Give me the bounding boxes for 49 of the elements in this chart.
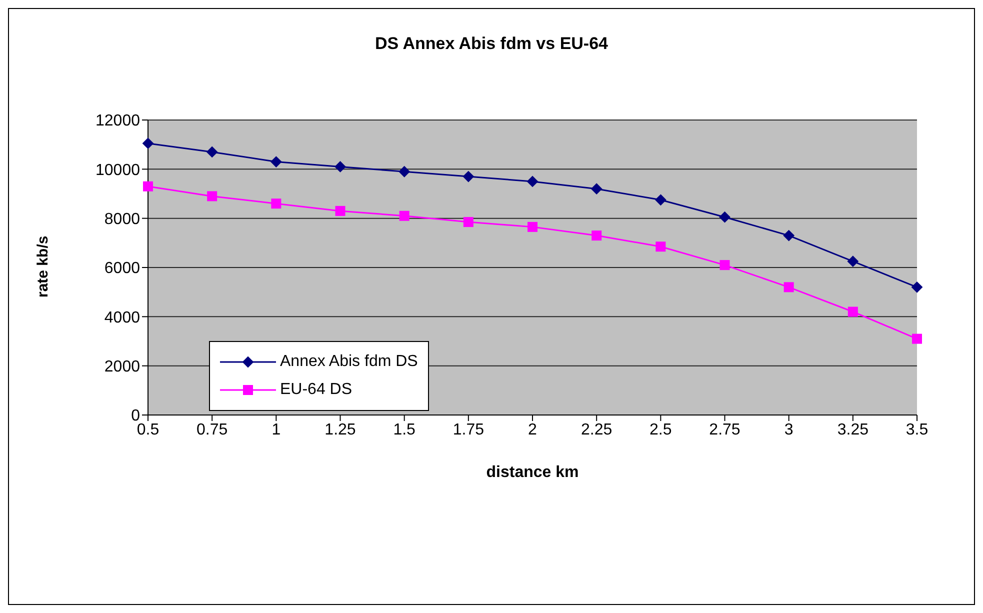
point — [399, 210, 410, 221]
y-tick-label: 10000 — [96, 162, 140, 179]
point — [592, 230, 602, 241]
point — [784, 282, 794, 292]
point — [207, 191, 218, 202]
point — [143, 181, 153, 192]
x-tick-label: 1.5 — [393, 421, 416, 438]
chart-title: DS Annex Abis fdm vs EU-64 — [374, 34, 610, 54]
point — [398, 166, 410, 178]
point — [528, 222, 538, 232]
point — [719, 212, 730, 223]
x-tick-label: 2.5 — [650, 421, 672, 438]
point — [462, 171, 474, 182]
point — [463, 217, 474, 228]
point — [912, 334, 922, 344]
point — [912, 282, 922, 293]
point — [335, 206, 346, 216]
point — [847, 256, 858, 267]
legend-label: Annex Abis fdm DS — [280, 353, 418, 371]
point — [656, 242, 666, 252]
y-tick-label: 2000 — [104, 358, 140, 376]
x-tick-label: 3.5 — [906, 421, 928, 438]
point — [591, 183, 602, 194]
x-tick-label: 2 — [528, 421, 538, 438]
y-tick-label: 8000 — [104, 211, 140, 228]
x-tick-label: 3.25 — [837, 421, 869, 438]
point — [655, 194, 666, 206]
legend-label: EU-64 DS — [280, 381, 352, 399]
y-tick-label: 4000 — [104, 309, 140, 326]
point — [334, 161, 346, 172]
point — [720, 260, 730, 270]
y-axis-title: rate kb/s — [34, 236, 52, 298]
point — [527, 176, 538, 187]
point — [783, 230, 794, 242]
x-tick-label: 1.25 — [324, 421, 356, 438]
point — [206, 146, 218, 158]
point — [271, 198, 282, 209]
x-tick-label: 1.75 — [452, 421, 484, 438]
x-tick-label: 3 — [784, 421, 794, 438]
point — [142, 138, 154, 149]
y-tick-label: 6000 — [104, 260, 140, 278]
x-tick-label: 1 — [272, 421, 281, 438]
x-tick-label: 2.75 — [709, 421, 740, 438]
x-tick-label: 0.75 — [196, 421, 228, 438]
point — [270, 156, 282, 168]
x-axis-title: distance km — [486, 464, 579, 481]
x-tick-label: 2.25 — [581, 421, 612, 438]
point — [848, 306, 858, 317]
y-tick-label: 12000 — [96, 112, 140, 130]
